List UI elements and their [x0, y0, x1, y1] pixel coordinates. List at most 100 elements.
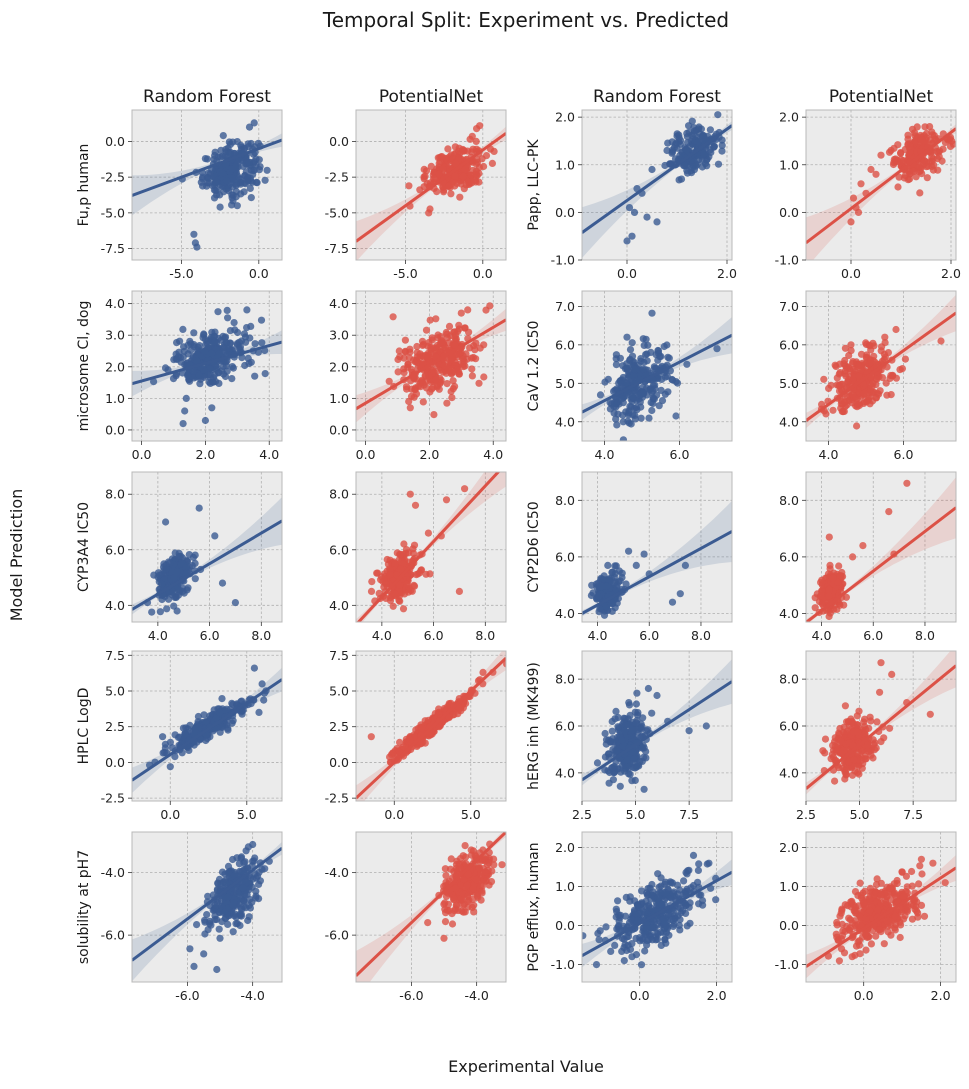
data-point: [628, 777, 635, 784]
data-point: [663, 147, 670, 154]
y-tick-label: -2.5: [325, 170, 349, 185]
data-point: [620, 374, 627, 381]
data-point: [847, 218, 854, 225]
data-point: [239, 868, 246, 875]
data-point: [703, 162, 710, 169]
data-point: [842, 702, 849, 709]
data-point: [940, 146, 947, 153]
data-point: [442, 918, 449, 925]
data-point: [167, 739, 174, 746]
data-point: [157, 608, 164, 615]
y-tick-label: 6.0: [555, 549, 575, 564]
data-point: [418, 724, 425, 731]
y-tick-label: 6.0: [105, 542, 125, 557]
y-tick-label: 0.0: [329, 134, 349, 149]
data-point: [462, 842, 469, 849]
y-tick-label: 0.0: [779, 205, 799, 220]
data-point: [174, 356, 181, 363]
data-point: [817, 592, 824, 599]
data-point: [643, 350, 650, 357]
data-point: [216, 709, 223, 716]
data-point: [469, 133, 476, 140]
data-point: [894, 183, 901, 190]
data-point: [430, 344, 437, 351]
data-point: [855, 362, 862, 369]
data-point: [215, 380, 222, 387]
data-point: [668, 376, 675, 383]
data-point: [190, 329, 197, 336]
data-point: [887, 372, 894, 379]
data-point: [662, 391, 669, 398]
y-tick-label: 0.0: [105, 422, 125, 437]
data-point: [211, 532, 218, 539]
data-point: [830, 575, 837, 582]
data-point: [406, 354, 413, 361]
data-point: [222, 915, 229, 922]
data-point: [424, 354, 431, 361]
data-point: [601, 379, 608, 386]
y-tick-label: 7.0: [555, 299, 575, 314]
data-point: [251, 373, 258, 380]
data-point: [432, 376, 439, 383]
data-point: [190, 963, 197, 970]
data-point: [262, 370, 269, 377]
x-tick-label: 8.0: [251, 628, 271, 643]
x-tick-label: 2.0: [717, 266, 737, 281]
data-point: [847, 367, 854, 374]
data-point: [258, 317, 265, 324]
data-point: [240, 163, 247, 170]
data-point: [171, 574, 178, 581]
data-point: [228, 375, 235, 382]
y-tick-label: 0.0: [555, 205, 575, 220]
data-point: [822, 736, 829, 743]
data-point: [633, 450, 640, 457]
data-point: [238, 911, 245, 918]
subplot-y-label: HPLC LogD: [76, 688, 92, 765]
y-tick-label: 7.5: [105, 648, 125, 663]
data-point: [640, 366, 647, 373]
data-point: [223, 177, 230, 184]
data-point: [653, 365, 660, 372]
data-point: [602, 730, 609, 737]
data-point: [825, 593, 832, 600]
data-point: [260, 697, 267, 704]
data-point: [220, 188, 227, 195]
y-tick-label: 6.0: [555, 719, 575, 734]
y-tick-label: 7.5: [329, 648, 349, 663]
data-point: [400, 605, 407, 612]
data-point: [603, 583, 610, 590]
data-point: [204, 174, 211, 181]
data-point: [259, 680, 266, 687]
data-point: [910, 168, 917, 175]
data-point: [443, 331, 450, 338]
data-point: [397, 551, 404, 558]
data-point: [886, 725, 893, 732]
data-point: [208, 404, 215, 411]
data-point: [923, 130, 930, 137]
x-tick-label: 6.0: [670, 447, 690, 462]
data-point: [612, 708, 619, 715]
data-point: [827, 610, 834, 617]
data-point: [202, 417, 209, 424]
data-point: [896, 366, 903, 373]
data-point: [613, 421, 620, 428]
data-point: [840, 360, 847, 367]
data-point: [873, 394, 880, 401]
y-tick-label: 1.0: [779, 157, 799, 172]
data-point: [640, 335, 647, 342]
data-point: [618, 395, 625, 402]
data-point: [662, 374, 669, 381]
data-point: [637, 398, 644, 405]
data-point: [386, 378, 393, 385]
data-point: [612, 604, 619, 611]
data-point: [827, 565, 834, 572]
x-tick-label: 0.0: [473, 266, 493, 281]
x-tick-label: 8.0: [475, 628, 495, 643]
data-point: [224, 314, 231, 321]
data-point: [452, 331, 459, 338]
